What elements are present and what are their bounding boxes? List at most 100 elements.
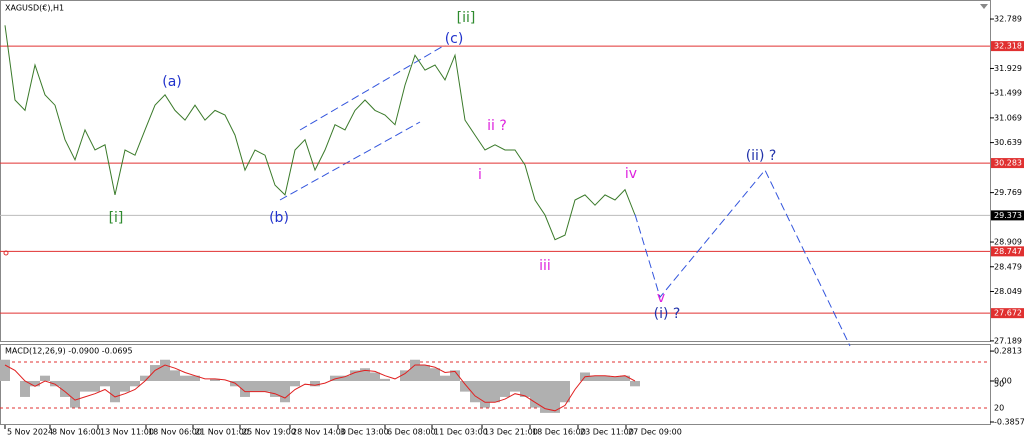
macd-bar	[290, 380, 300, 387]
macd-bar	[620, 375, 630, 381]
macd-bar	[550, 380, 560, 413]
macd-bar	[160, 359, 170, 381]
y-tick-label: 27.189	[994, 336, 1022, 345]
macd-bar	[430, 368, 440, 381]
x-tick-label: 18 Nov 06:00	[148, 428, 202, 437]
scroll-marker	[980, 4, 988, 9]
macd-bar	[540, 380, 550, 413]
wave-label: (c)	[445, 31, 464, 47]
y-tick-label: 28.049	[994, 287, 1022, 296]
macd-bar	[210, 378, 220, 381]
macd-bar	[120, 380, 130, 392]
wave-label: (i) ?	[654, 306, 681, 322]
macd-bar	[150, 365, 160, 381]
macd-bar	[20, 380, 30, 397]
macd-signal	[4, 364, 636, 412]
y-tick-label: 31.069	[994, 113, 1022, 122]
osc-label: 20	[994, 404, 1004, 413]
macd-bar	[100, 380, 110, 387]
wave-label: (b)	[269, 210, 289, 226]
macd-bar	[130, 380, 140, 387]
macd-bar	[330, 375, 340, 381]
wave-label: ii ?	[487, 118, 507, 134]
macd-bar	[0, 359, 10, 381]
x-tick-label: 8 Nov 16:00	[52, 428, 101, 437]
wave-label: v	[657, 290, 665, 306]
macd-bar	[520, 380, 530, 397]
wave-label: iii	[539, 258, 551, 274]
macd-bar	[190, 375, 200, 381]
macd-bar	[360, 368, 370, 381]
y-tick-label: 29.769	[994, 188, 1022, 197]
macd-bar	[40, 375, 50, 381]
macd-bar	[500, 380, 510, 397]
x-tick-label: 13 Dec 21:00	[484, 428, 538, 437]
x-tick-label: 25 Nov 19:00	[242, 428, 296, 437]
macd-bar	[510, 380, 520, 392]
macd-bar	[350, 370, 360, 381]
macd-y-tick-label: 0.00	[994, 376, 1012, 385]
price-line	[4, 25, 636, 241]
x-tick-label: 5 Nov 2024	[7, 428, 53, 437]
macd-bar	[460, 380, 470, 392]
macd-bar	[410, 359, 420, 381]
macd-bar	[250, 380, 260, 392]
level-tag	[991, 210, 1024, 221]
y-tick-label: 30.639	[994, 138, 1022, 147]
level-tag	[991, 308, 1024, 319]
level-label: 32.318	[994, 42, 1022, 51]
macd-bar	[560, 380, 570, 403]
macd-bar	[420, 365, 430, 381]
wave-label: [ii]	[457, 10, 476, 26]
level-label: 27.672	[994, 309, 1022, 318]
macd-bar	[590, 375, 600, 381]
channel-lower	[279, 121, 421, 201]
macd-bar	[370, 372, 380, 381]
macd-bar	[440, 375, 450, 381]
x-tick-label: 18 Dec 16:00	[532, 428, 586, 437]
x-tick-label: 21 Nov 01:00	[195, 428, 249, 437]
macd-bar	[280, 380, 290, 403]
level-label: 30.283	[994, 159, 1022, 168]
x-tick-label: 11 Dec 03:00	[434, 428, 488, 437]
osc-label: 50	[994, 380, 1004, 389]
macd-y-tick-label: 0.2813	[994, 347, 1022, 356]
y-tick-label: 28.479	[994, 262, 1022, 271]
macd-bar	[30, 380, 40, 387]
level-label: 29.373	[994, 211, 1022, 220]
macd-bar	[80, 380, 90, 392]
macd-bar	[480, 380, 490, 408]
wave-label: i	[478, 167, 482, 183]
wave-label: (a)	[162, 74, 182, 90]
macd-bar	[270, 380, 280, 397]
chart-title: XAGUSD(€),H1	[5, 4, 64, 13]
level-tag	[991, 246, 1024, 257]
projection-line	[634, 169, 851, 347]
macd-bar	[490, 380, 500, 403]
x-tick-label: 3 Dec 13:00	[340, 428, 389, 437]
macd-title: MACD(12,26,9) -0.0900 -0.0695	[5, 347, 133, 356]
macd-bar	[240, 380, 250, 397]
x-tick-label: 6 Dec 08:00	[387, 428, 436, 437]
macd-bar	[260, 380, 270, 392]
macd-bar	[170, 370, 180, 381]
macd-bar	[340, 375, 350, 381]
x-tick-label: 27 Dec 09:00	[628, 428, 682, 437]
macd-bar	[600, 375, 610, 381]
macd-bar	[610, 376, 620, 381]
y-tick-label: 31.499	[994, 89, 1022, 98]
x-tick-label: 13 Nov 11:00	[100, 428, 154, 437]
macd-bar	[630, 380, 640, 387]
channel-upper	[299, 44, 446, 131]
x-tick-label: 23 Dec 11:00	[580, 428, 634, 437]
main-panel	[0, 0, 991, 342]
macd-bar	[50, 380, 60, 387]
x-tick-label: 28 Nov 14:00	[292, 428, 346, 437]
wave-label: [i]	[109, 210, 124, 226]
wave-label: (ii) ?	[746, 148, 777, 164]
macd-bar	[60, 380, 70, 397]
macd-y-tick-label: -0.3857	[994, 417, 1024, 426]
macd-bar	[70, 380, 80, 408]
level-tag	[991, 158, 1024, 169]
